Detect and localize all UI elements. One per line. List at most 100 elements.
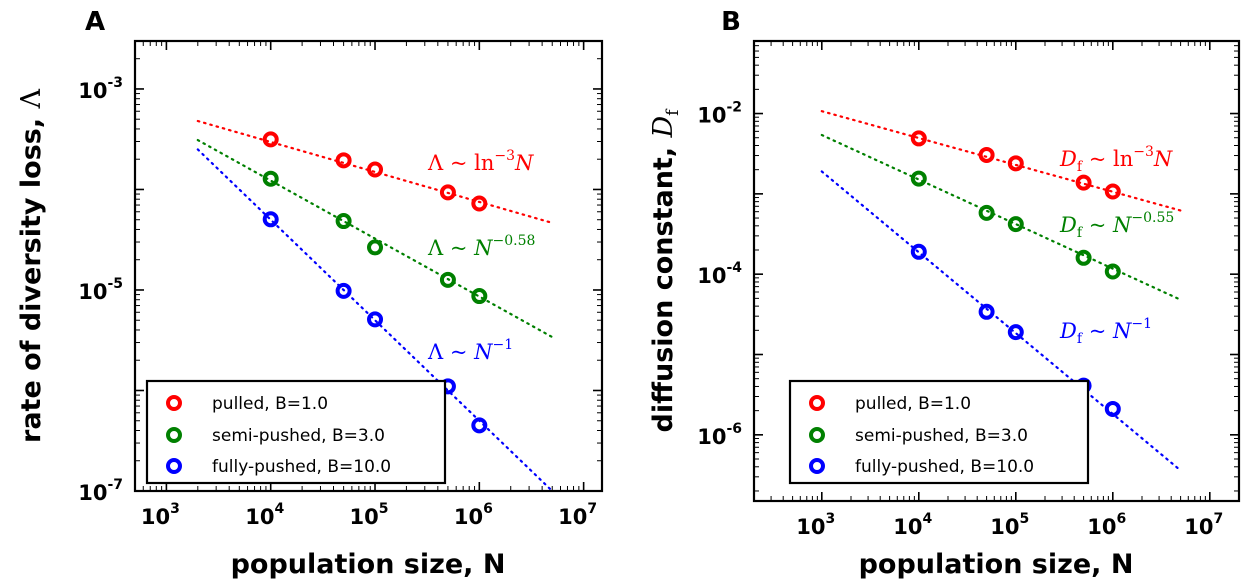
y-tick-exponent: -6: [726, 421, 742, 437]
annot-rhs: N: [473, 340, 493, 364]
x-tick-base: 10: [1087, 515, 1116, 539]
y-axis-title-text: diffusion constant,: [648, 138, 679, 433]
annot-op: ~: [443, 236, 474, 260]
fit-line-3: [820, 170, 1182, 472]
annot-fn: ln: [474, 151, 494, 175]
data-point: [1007, 155, 1024, 172]
x-tick-exponent: 6: [483, 501, 493, 517]
y-tick-exponent: -7: [107, 477, 123, 493]
annot-op: ~: [443, 151, 474, 175]
y-tick-label: 10-2: [697, 100, 742, 128]
data-point: [910, 130, 927, 147]
data-point: [367, 311, 384, 328]
panel-letter: B: [721, 7, 741, 37]
data-point: [262, 211, 279, 228]
legend-marker: [809, 427, 825, 443]
legend-marker: [166, 395, 182, 411]
data-point: [910, 170, 927, 187]
scaling-law-annotation: Df ~ ln−3N: [1059, 144, 1173, 175]
y-tick-exponent: -4: [726, 260, 742, 276]
x-axis-title: population size, N: [859, 549, 1134, 580]
y-tick-exponent: -5: [107, 276, 123, 292]
x-tick-exponent: 3: [826, 511, 836, 527]
y-tick-label: 10-7: [78, 477, 123, 505]
y-tick-label: 10-4: [697, 260, 742, 288]
annot-sup: −3: [494, 148, 515, 164]
x-tick-label: 105: [350, 501, 389, 529]
data-point: [978, 303, 995, 320]
annot-sup: −0.55: [1131, 210, 1174, 226]
annot-rhs: N: [1112, 213, 1132, 237]
y-axis-title-subscript: f: [663, 108, 683, 116]
data-point: [1075, 249, 1092, 266]
y-tick-base: 10: [697, 425, 726, 449]
annot-lhs-sub: f: [1077, 331, 1084, 347]
plot-area: [196, 119, 554, 491]
annot-lhs: Λ: [427, 151, 444, 175]
x-tick-label: 106: [454, 501, 493, 529]
x-tick-label: 103: [796, 511, 835, 539]
plot-frame: [752, 39, 1241, 503]
x-tick-base: 10: [141, 505, 170, 529]
scaling-law-annotation: Λ ~ N−0.58: [427, 233, 535, 260]
data-point: [978, 146, 995, 163]
y-axis-title-symbol: D: [648, 116, 679, 139]
x-tick-base: 10: [558, 505, 587, 529]
data-point: [978, 204, 995, 221]
data-point: [1007, 216, 1024, 233]
x-tick-label: 105: [990, 511, 1029, 539]
x-tick-label: 106: [1087, 511, 1126, 539]
legend-label: pulled, B=1.0: [855, 394, 971, 414]
legend-box: [145, 379, 447, 485]
annot-lhs: D: [1059, 147, 1077, 171]
x-tick-exponent: 4: [923, 511, 933, 527]
annot-op: ~: [1082, 319, 1113, 343]
data-point: [367, 161, 384, 178]
y-axis-title-text: rate of diversity loss,: [16, 109, 47, 444]
legend-box: [788, 379, 1090, 485]
y-tick-base: 10: [697, 104, 726, 128]
data-point: [1104, 400, 1121, 417]
x-tick-base: 10: [990, 515, 1019, 539]
y-tick-base: 10: [78, 280, 107, 304]
annot-sup: −3: [1133, 144, 1154, 160]
y-tick-base: 10: [78, 79, 107, 103]
legend-label: fully-pushed, B=10.0: [855, 457, 1034, 477]
x-tick-exponent: 6: [1117, 511, 1127, 527]
legend: pulled, B=1.0 semi-pushed, B=3.0 fully-pus…: [788, 379, 1090, 485]
data-point: [262, 131, 279, 148]
annot-op: ~: [1082, 147, 1113, 171]
legend: pulled, B=1.0 semi-pushed, B=3.0 fully-pus…: [145, 379, 447, 485]
data-point: [367, 239, 384, 256]
scaling-law-annotation: Λ ~ ln−3N: [427, 148, 534, 175]
fit-line-2: [196, 138, 554, 339]
annot-lhs: D: [1059, 213, 1077, 237]
fit-line-1: [196, 119, 554, 224]
x-tick-base: 10: [350, 505, 379, 529]
fit-line-3: [196, 148, 554, 491]
scaling-law-annotation: Df ~ N−1: [1059, 316, 1152, 347]
data-point: [471, 288, 488, 305]
legend-label: semi-pushed, B=3.0: [212, 426, 385, 446]
legend-marker: [166, 427, 182, 443]
legend-marker: [166, 458, 182, 474]
x-tick-exponent: 4: [274, 501, 284, 517]
panel-letter: A: [85, 7, 105, 37]
data-point: [910, 243, 927, 260]
data-point: [471, 417, 488, 434]
annot-sup: −0.58: [493, 233, 536, 249]
data-point: [1075, 174, 1092, 191]
annot-rhs: N: [1153, 147, 1173, 171]
plot-frame: [133, 39, 604, 493]
data-point: [335, 152, 352, 169]
x-tick-base: 10: [796, 515, 825, 539]
x-tick-exponent: 7: [587, 501, 597, 517]
y-tick-exponent: -2: [726, 100, 742, 116]
annot-rhs: N: [514, 151, 534, 175]
y-axis-title: diffusion constant, Df: [648, 108, 683, 433]
data-point: [1007, 324, 1024, 341]
data-point: [1104, 263, 1121, 280]
y-tick-label: 10-5: [78, 276, 123, 304]
y-tick-label: 10-6: [697, 421, 742, 449]
